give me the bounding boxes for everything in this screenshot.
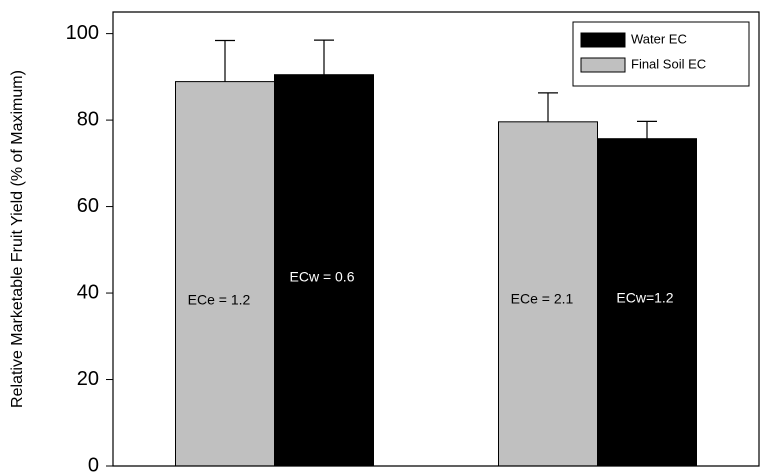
bar	[498, 121, 598, 467]
y-tick-label: 40	[77, 281, 99, 303]
plot-frame	[112, 11, 760, 467]
legend-label: Water EC	[631, 31, 687, 46]
bar	[175, 81, 275, 467]
y-tick-label: 0	[88, 454, 99, 474]
bar-annotation: ECw=1.2	[616, 290, 673, 306]
legend-label: Final Soil EC	[631, 56, 706, 71]
y-axis-label: Relative Marketable Fruit Yield (% of Ma…	[9, 70, 26, 408]
y-tick-label: 60	[77, 195, 99, 217]
bar-annotation: ECe = 1.2	[188, 292, 251, 308]
y-tick-label: 100	[66, 22, 99, 44]
y-tick-label: 80	[77, 108, 99, 130]
legend-swatch	[580, 32, 626, 48]
bar-annotation: ECe = 2.1	[511, 291, 574, 307]
y-tick-label: 20	[77, 368, 99, 390]
legend-swatch	[580, 57, 626, 73]
bar-annotation: ECw = 0.6	[290, 269, 355, 285]
bar	[597, 138, 697, 467]
